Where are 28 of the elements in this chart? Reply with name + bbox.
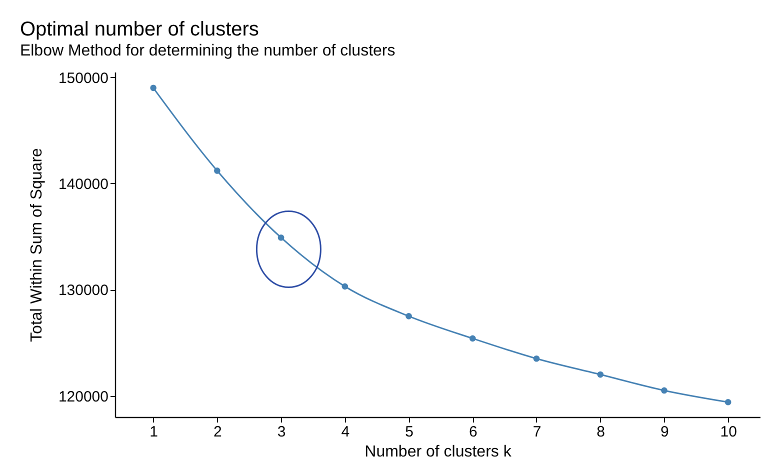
point bbox=[469, 335, 476, 342]
point bbox=[724, 398, 732, 406]
chart-title: Optimal number of clusters bbox=[20, 18, 259, 40]
x-tick-label: 8 bbox=[596, 424, 606, 440]
point bbox=[533, 355, 540, 362]
point bbox=[342, 283, 348, 290]
x-tick-label: 9 bbox=[660, 424, 669, 440]
y-tick-label: 140000 bbox=[58, 176, 108, 193]
y-tick-label: 150000 bbox=[58, 70, 108, 87]
x-tick-label: 1 bbox=[150, 424, 158, 440]
point bbox=[597, 371, 604, 378]
y-axis-title: Total Within Sum of Square bbox=[28, 148, 46, 342]
point bbox=[661, 387, 668, 394]
y-tick-label: 120000 bbox=[58, 388, 108, 406]
y-tick-label: 130000 bbox=[58, 282, 108, 300]
point bbox=[406, 313, 412, 320]
x-tick-label: 5 bbox=[405, 424, 414, 440]
x-axis-title: Number of clusters k bbox=[364, 444, 512, 460]
point bbox=[214, 168, 220, 174]
x-tick-label: 6 bbox=[468, 424, 478, 440]
x-tick-label: 4 bbox=[341, 424, 350, 440]
x-tick-label: 7 bbox=[532, 424, 542, 440]
chart-subtitle: Elbow Method for determining the number of clusters bbox=[20, 42, 396, 60]
point bbox=[278, 234, 284, 241]
x-tick-label: 3 bbox=[277, 424, 286, 440]
x-tick-label: 2 bbox=[214, 424, 222, 440]
point bbox=[150, 84, 156, 92]
x-tick-label: 10 bbox=[720, 424, 737, 440]
